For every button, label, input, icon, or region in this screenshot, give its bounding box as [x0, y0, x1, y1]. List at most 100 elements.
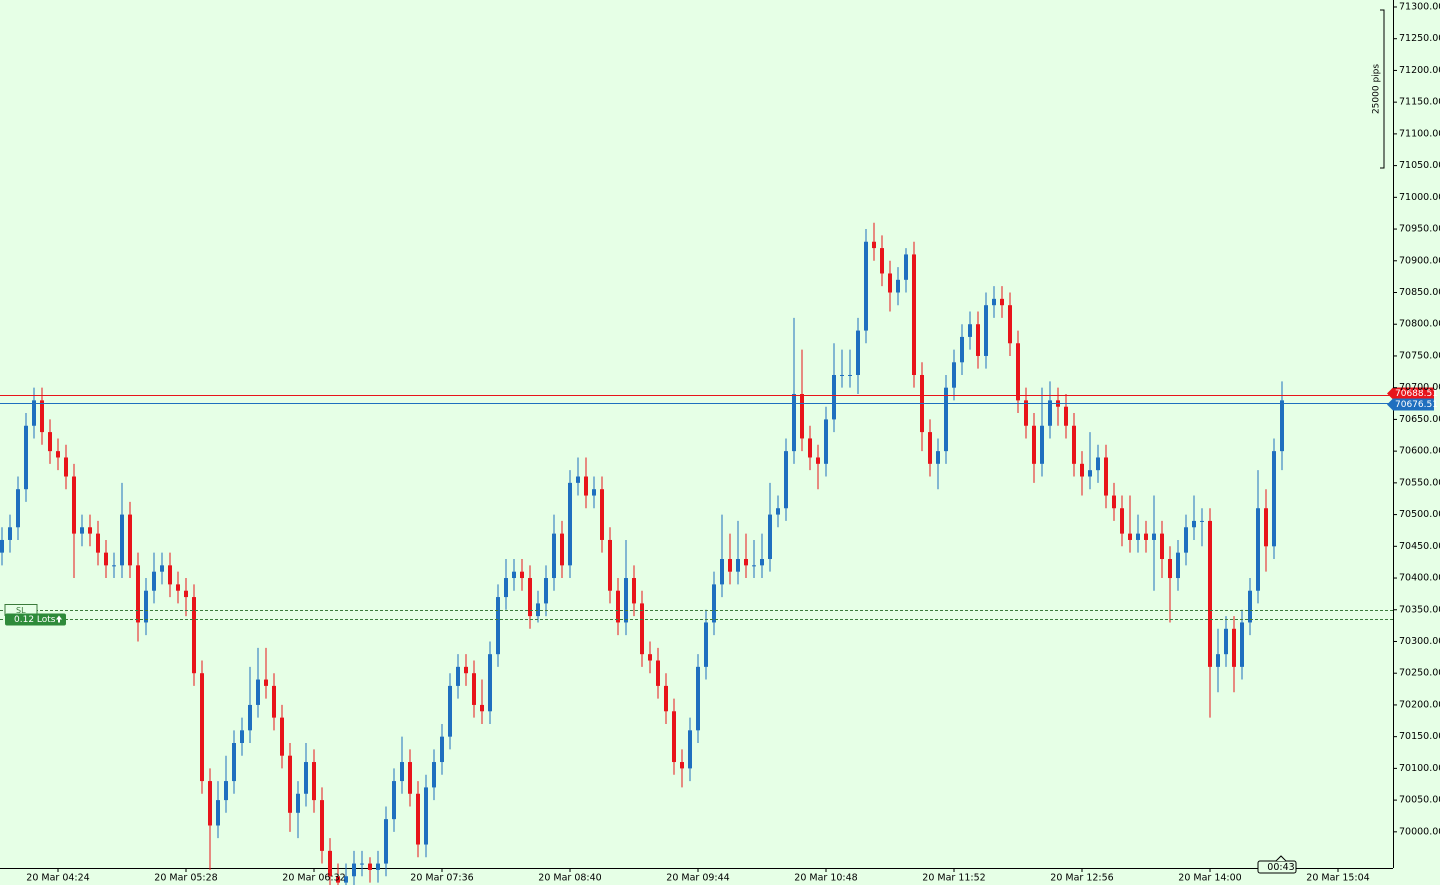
candle-body	[512, 571, 516, 579]
y-tick-label: 70150.00	[1399, 731, 1440, 742]
y-tick-label: 71200.00	[1399, 65, 1440, 76]
candle-body	[432, 762, 436, 788]
arrow-icon	[56, 615, 62, 623]
candle-body	[544, 578, 548, 604]
candle-body	[656, 660, 660, 686]
level-tag	[5, 613, 66, 626]
candle-body	[408, 762, 412, 794]
candle-body	[1176, 552, 1180, 579]
price-tag	[1387, 398, 1434, 411]
y-tick-label: 70650.00	[1399, 414, 1440, 425]
candle-body	[1152, 533, 1156, 540]
candle-body	[48, 432, 52, 452]
y-tick-label: 71050.00	[1399, 160, 1440, 171]
y-tick-label: 70850.00	[1399, 287, 1440, 298]
candle-body	[304, 762, 308, 794]
candle-body	[576, 476, 580, 483]
candle-body	[712, 584, 716, 623]
candle-body	[848, 374, 852, 376]
candle-body	[552, 533, 556, 579]
y-tick-label: 70100.00	[1399, 763, 1440, 774]
candle-body	[912, 254, 916, 375]
candle-body	[480, 704, 484, 712]
candle-body	[216, 800, 220, 826]
candle-body	[232, 743, 236, 782]
candle-body	[464, 666, 468, 674]
candle-body	[456, 666, 460, 686]
candle-body	[64, 457, 68, 477]
y-tick-label: 70900.00	[1399, 255, 1440, 266]
candle-body	[1248, 590, 1252, 623]
candle-body	[568, 482, 572, 566]
candle-body	[264, 679, 268, 686]
candle-body	[1000, 298, 1004, 306]
candle-body	[120, 514, 124, 566]
candle-body	[448, 685, 452, 737]
candle-body	[360, 863, 364, 865]
candle-body	[952, 362, 956, 388]
candle-body	[1072, 425, 1076, 464]
candle-body	[336, 876, 340, 883]
y-tick-label: 70700.00	[1399, 382, 1440, 393]
candle-body	[824, 419, 828, 464]
candle-body	[16, 489, 20, 528]
candle-body	[1192, 520, 1196, 528]
candle-body	[352, 863, 356, 877]
candle-body	[160, 565, 164, 572]
candle-body	[416, 793, 420, 845]
x-tick-label: 20 Mar 11:52	[922, 873, 985, 884]
candle-body	[984, 305, 988, 356]
candle-body	[280, 717, 284, 756]
scale-label: 25000 pips	[1372, 64, 1382, 114]
candle-body	[1168, 558, 1172, 579]
candle-body	[896, 279, 900, 293]
candle-body	[1064, 406, 1068, 426]
candle-body	[1200, 520, 1204, 522]
candle-body	[144, 590, 148, 623]
candle-body	[1104, 457, 1108, 496]
candle-body	[152, 571, 156, 591]
y-tick-label: 70500.00	[1399, 509, 1440, 520]
candle-body	[800, 394, 804, 439]
y-tick-label: 70450.00	[1399, 541, 1440, 552]
y-tick-label: 70300.00	[1399, 636, 1440, 647]
candle-body	[1264, 508, 1268, 547]
candle-body	[184, 590, 188, 598]
candle-body	[1096, 457, 1100, 471]
candle-body	[344, 876, 348, 883]
candle-body	[80, 527, 84, 534]
candle-body	[1208, 520, 1212, 667]
candle-body	[640, 603, 644, 655]
y-tick-label: 70200.00	[1399, 699, 1440, 710]
y-tick-label: 71250.00	[1399, 33, 1440, 44]
candle-body	[1120, 508, 1124, 534]
candle-body	[808, 438, 812, 458]
candle-body	[272, 685, 276, 718]
candle-body	[704, 622, 708, 667]
candle-body	[904, 254, 908, 280]
candle-body	[520, 571, 524, 579]
candle-body	[856, 330, 860, 375]
candle-body	[1232, 628, 1236, 667]
candle-body	[632, 578, 636, 604]
candle-body	[472, 673, 476, 705]
candle-body	[72, 476, 76, 534]
price-label: 70676.51	[1395, 400, 1438, 410]
candle-body	[376, 863, 380, 870]
candle-body	[88, 527, 92, 534]
candle-body	[560, 533, 564, 566]
x-tick-label: 20 Mar 05:28	[154, 873, 217, 884]
candle-body	[624, 578, 628, 623]
candle-body	[792, 394, 796, 452]
candle-body	[728, 558, 732, 572]
candle-body	[312, 762, 316, 801]
candle-body	[424, 787, 428, 845]
candle-body	[24, 425, 28, 490]
candle-body	[672, 711, 676, 763]
candle-body	[1280, 400, 1284, 452]
candle-body	[1240, 622, 1244, 667]
level-label: SL	[16, 606, 26, 615]
